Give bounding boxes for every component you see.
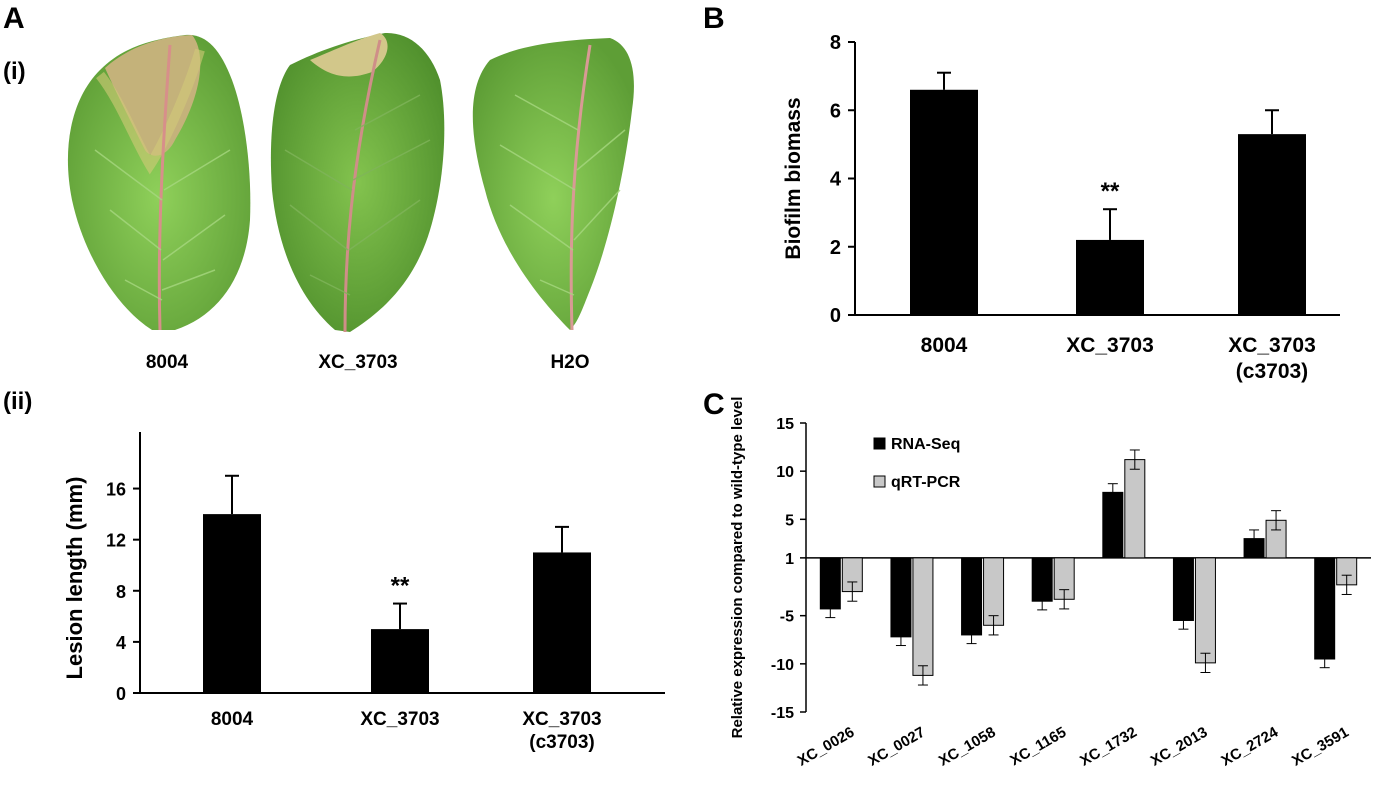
leaf-label-xc3703: XC_3703 xyxy=(318,352,398,373)
panel-label-a-ii: (ii) xyxy=(3,388,33,415)
y-axis-title: Relative expression compared to wild-typ… xyxy=(729,397,746,739)
legend-label-qrtpcr: qRT-PCR xyxy=(891,474,961,491)
panel-label-a-i: (i) xyxy=(3,58,26,85)
y-tick-label: 4 xyxy=(116,633,126,653)
legend-swatch-qrtpcr xyxy=(873,475,886,488)
y-tick-label: 5 xyxy=(785,512,794,529)
leaf-label-h2o: H2O xyxy=(550,352,590,373)
y-tick-label: 0 xyxy=(830,305,841,327)
panel-label-c: C xyxy=(703,388,725,421)
y-tick-label: 8 xyxy=(116,582,126,602)
y-tick-label: 10 xyxy=(776,464,794,481)
y-tick-label: -5 xyxy=(780,609,794,626)
bar xyxy=(203,514,261,693)
x-category-label: XC_3591 xyxy=(1289,724,1352,770)
y-tick-label: 12 xyxy=(106,531,126,551)
x-category-label: XC_3703 xyxy=(1066,334,1154,357)
leaf-8004-image xyxy=(67,34,251,331)
y-tick-label: 4 xyxy=(830,169,842,191)
lesion-length-chart: 0 4 8 12 16 Lesion length (mm) 8004 ** XC_3703 XC… xyxy=(62,432,665,753)
x-category-label: XC_0027 xyxy=(865,724,928,770)
bar xyxy=(533,552,591,693)
panel-label-a: A xyxy=(3,2,25,35)
y-tick-label: 16 xyxy=(106,480,126,500)
x-category-label: XC_1732 xyxy=(1077,724,1140,770)
bar-rnaseq xyxy=(961,557,983,636)
bar-rnaseq xyxy=(1102,491,1124,559)
significance-label: ** xyxy=(1101,178,1120,205)
y-tick-label: -10 xyxy=(771,657,794,674)
bar xyxy=(1076,239,1144,315)
x-category-label: XC_2013 xyxy=(1148,724,1211,770)
y-tick-label: 2 xyxy=(830,237,841,259)
significance-label: ** xyxy=(391,573,410,600)
y-tick-label: 6 xyxy=(830,100,841,122)
leaf-label-8004: 8004 xyxy=(145,352,189,373)
legend-label-rnaseq: RNA-Seq xyxy=(891,436,960,453)
bar xyxy=(371,629,429,693)
x-category-label: XC_1165 xyxy=(1007,724,1069,770)
bar xyxy=(910,89,978,316)
x-category-label: XC_0026 xyxy=(795,724,858,770)
y-axis-title: Lesion length (mm) xyxy=(62,477,87,680)
x-category-label: 8004 xyxy=(921,334,968,357)
y-tick-label: 15 xyxy=(776,416,794,433)
bar-rnaseq xyxy=(1314,557,1336,660)
x-category-label: XC_3703 xyxy=(360,709,439,730)
x-category-label: (c3703) xyxy=(529,732,595,753)
x-category-label: XC_3703 xyxy=(1228,334,1316,357)
bar-rnaseq xyxy=(890,557,912,638)
y-tick-label: 1 xyxy=(785,551,794,568)
y-tick-label: 0 xyxy=(116,684,126,704)
panel-label-b: B xyxy=(703,2,725,35)
x-category-label: XC_3703 xyxy=(522,709,601,730)
y-tick-label: -15 xyxy=(771,705,794,722)
x-category-label: XC_1058 xyxy=(936,724,999,770)
y-axis-title: Biofilm biomass xyxy=(782,97,805,259)
leaf-xc3703-image xyxy=(270,32,445,333)
leaf-h2o-image xyxy=(472,38,634,331)
bar-rnaseq xyxy=(1172,557,1194,621)
biofilm-biomass-chart: 0 2 4 6 8 Biofilm biomass 8004 ** XC_3703 XC_3703… xyxy=(782,32,1340,383)
bar-qrtpcr xyxy=(1194,557,1216,664)
y-tick-label: 8 xyxy=(830,32,841,54)
x-category-label: (c3703) xyxy=(1236,360,1308,383)
x-category-label: XC_2724 xyxy=(1218,723,1281,769)
bar-qrtpcr xyxy=(1124,459,1146,559)
x-category-label: 8004 xyxy=(211,709,254,730)
bar xyxy=(1238,134,1306,315)
legend-swatch-rnaseq xyxy=(873,437,886,450)
bar-qrtpcr xyxy=(912,557,934,676)
